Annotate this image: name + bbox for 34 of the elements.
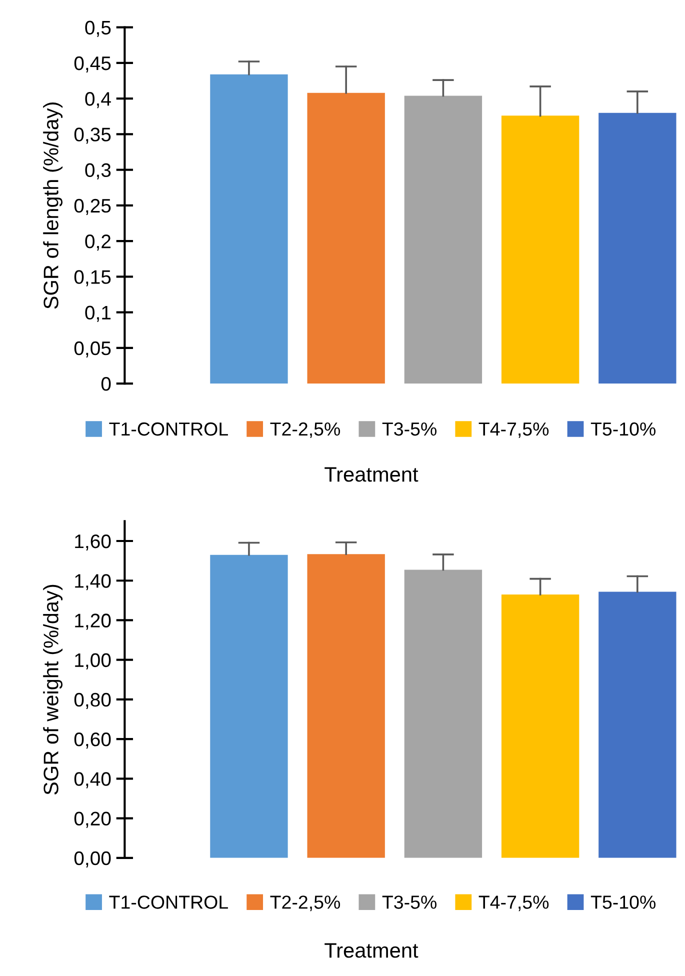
y-tick-label: 0 bbox=[101, 377, 111, 391]
y-tick-label: 0,40 bbox=[74, 772, 111, 788]
y-tick-label: 0,35 bbox=[74, 128, 111, 144]
y-tick-label: 0,60 bbox=[74, 732, 111, 749]
y-tick-label: 1,60 bbox=[75, 534, 111, 551]
y-tick-label: 0,3 bbox=[85, 163, 111, 180]
legend-label: T5-10% bbox=[590, 896, 656, 909]
y-tick-label: 0,5 bbox=[85, 20, 111, 37]
y-tick-label: 0,20 bbox=[74, 812, 111, 828]
y-tick-label: 0,1 bbox=[85, 306, 111, 322]
y-tick-label: 0,15 bbox=[74, 270, 111, 286]
x-axis-title: Treatment bbox=[324, 467, 418, 482]
legend-label: T4-7,5% bbox=[478, 422, 549, 438]
legend-label: T1-CONTROL bbox=[109, 896, 228, 909]
legend-label: T3-5% bbox=[382, 422, 436, 436]
y-tick-label: 1,20 bbox=[75, 614, 111, 630]
legend-label: T5-10% bbox=[590, 422, 656, 436]
y-axis-title: SGR of length (%/day) bbox=[43, 102, 63, 309]
legend-label: T2-2,5% bbox=[270, 422, 340, 438]
legend-label: T4-7,5% bbox=[478, 896, 549, 912]
y-axis-title: SGR of weight (%/day) bbox=[43, 584, 63, 795]
y-tick-label: 1,00 bbox=[75, 653, 111, 670]
y-tick-label: 1,40 bbox=[75, 574, 111, 590]
y-tick-label: 0,05 bbox=[74, 341, 111, 358]
y-tick-label: 0,25 bbox=[74, 198, 111, 215]
y-tick-label: 0,45 bbox=[74, 56, 111, 72]
y-tick-label: 0,00 bbox=[74, 851, 111, 868]
legend-label: T3-5% bbox=[382, 896, 436, 909]
x-axis-title: Treatment bbox=[324, 943, 418, 958]
y-tick-label: 0,4 bbox=[85, 92, 111, 108]
y-tick-label: 0,80 bbox=[74, 692, 111, 709]
y-tick-label: 0,2 bbox=[85, 234, 110, 251]
legend-label: T2-2,5% bbox=[270, 896, 340, 912]
legend-label: T1-CONTROL bbox=[109, 422, 228, 436]
